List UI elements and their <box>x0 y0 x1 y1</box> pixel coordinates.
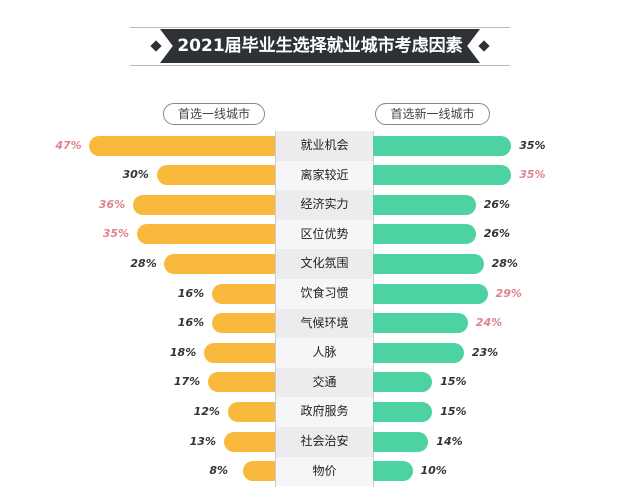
category-label: 社会治安 <box>276 427 373 457</box>
value-label-new-first-tier: 15% <box>440 404 467 418</box>
bar-first-tier <box>223 431 275 452</box>
value-label-first-tier: 28% <box>130 256 157 270</box>
category-label: 区位优势 <box>276 219 373 250</box>
bar-first-tier <box>164 253 275 274</box>
legend-new-first-tier: 首选新一线城市 <box>375 103 490 125</box>
category-label: 就业机会 <box>276 131 373 161</box>
value-label-first-tier: 30% <box>122 168 149 182</box>
bar-new-first-tier <box>373 401 433 422</box>
bar-new-first-tier <box>373 283 488 304</box>
legend-first-tier: 首选一线城市 <box>163 103 265 125</box>
value-label-new-first-tier: 26% <box>483 227 511 241</box>
bar-first-tier <box>211 283 275 304</box>
value-label-new-first-tier: 10% <box>420 464 447 478</box>
value-label-new-first-tier: 24% <box>475 316 503 330</box>
value-label-first-tier: 18% <box>169 345 197 359</box>
bar-new-first-tier <box>373 431 429 452</box>
bar-new-first-tier <box>373 165 512 186</box>
value-label-new-first-tier: 35% <box>519 138 546 152</box>
bar-first-tier <box>243 461 275 482</box>
value-label-first-tier: 36% <box>98 197 126 211</box>
category-label: 文化氛围 <box>276 249 373 279</box>
value-label-first-tier: 47% <box>55 138 82 152</box>
bar-first-tier <box>203 342 275 363</box>
value-label-new-first-tier: 29% <box>495 286 522 300</box>
value-label-new-first-tier: 35% <box>519 168 546 182</box>
bar-new-first-tier <box>373 253 484 274</box>
bar-new-first-tier <box>373 372 433 393</box>
value-label-first-tier: 16% <box>177 286 205 300</box>
value-label-first-tier: 17% <box>173 375 201 389</box>
bar-first-tier <box>132 194 275 215</box>
category-label: 饮食习惯 <box>276 279 373 309</box>
category-column: 就业机会 离家较近 经济实力 区位优势 文化氛围 饮食习惯 气候环境 人脉 交通 政府服务 社会治安… <box>275 131 374 487</box>
chart-title: 2021届毕业生选择就业城市考虑因素 <box>160 29 480 63</box>
bar-first-tier <box>156 165 275 186</box>
value-label-new-first-tier: 14% <box>436 434 463 448</box>
bar-first-tier <box>136 224 275 245</box>
bar-first-tier <box>89 135 275 156</box>
category-label: 离家较近 <box>276 160 373 191</box>
bar-new-first-tier <box>373 461 413 482</box>
category-label: 气候环境 <box>276 308 373 339</box>
value-label-new-first-tier: 28% <box>491 256 518 270</box>
bar-new-first-tier <box>373 194 476 215</box>
bar-first-tier <box>207 372 275 393</box>
bar-first-tier <box>211 313 275 334</box>
bar-new-first-tier <box>373 313 468 334</box>
bar-new-first-tier <box>373 342 464 363</box>
banner-line-top <box>130 27 510 28</box>
value-label-first-tier: 8% <box>209 464 229 478</box>
bar-new-first-tier <box>373 224 476 245</box>
category-label: 政府服务 <box>276 397 373 427</box>
value-label-first-tier: 12% <box>193 404 220 418</box>
value-label-new-first-tier: 15% <box>440 375 467 389</box>
bar-new-first-tier <box>373 135 512 156</box>
banner-diamond-right <box>478 40 490 52</box>
bar-first-tier <box>227 401 275 422</box>
value-label-first-tier: 35% <box>102 227 130 241</box>
category-label: 物价 <box>276 456 373 487</box>
value-label-new-first-tier: 26% <box>483 197 511 211</box>
category-label: 经济实力 <box>276 190 373 220</box>
category-label: 交通 <box>276 367 373 398</box>
banner-line-bottom <box>130 65 510 66</box>
banner-diamond-left <box>150 40 162 52</box>
value-label-new-first-tier: 23% <box>471 345 499 359</box>
value-label-first-tier: 13% <box>189 434 216 448</box>
value-label-first-tier: 16% <box>177 316 205 330</box>
category-label: 人脉 <box>276 338 373 368</box>
